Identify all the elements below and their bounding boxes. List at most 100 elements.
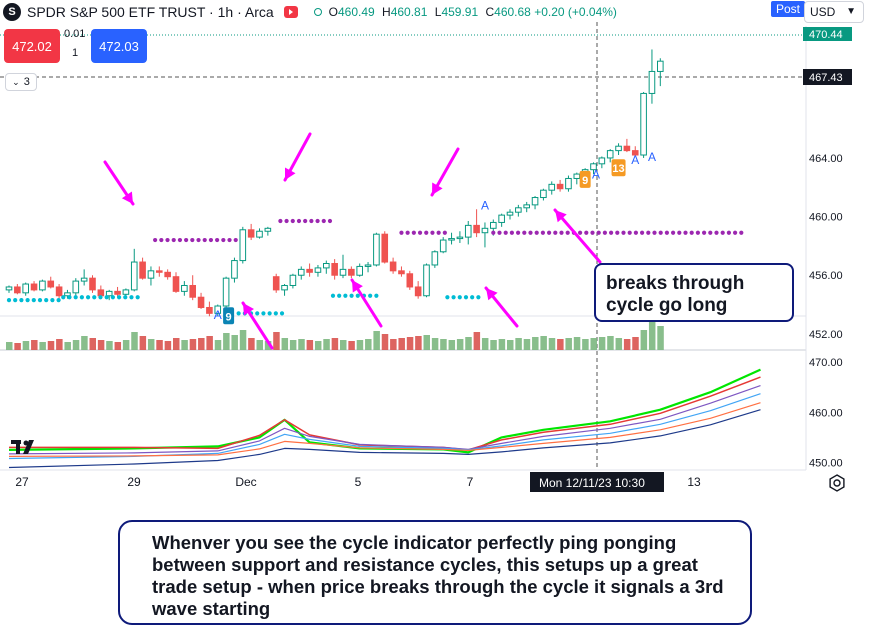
volume-bar	[139, 336, 147, 350]
candle-body	[540, 189, 547, 199]
candle-body	[5, 286, 13, 291]
resistance-dot	[584, 230, 589, 235]
post-market-badge[interactable]: Post	[771, 1, 806, 17]
candle-body	[531, 197, 539, 206]
resistance-dot	[405, 230, 410, 235]
volume-bar	[264, 341, 272, 350]
volume-bar	[173, 338, 180, 350]
candle-body	[114, 290, 121, 295]
low-label: L	[434, 5, 442, 19]
candle-body	[481, 227, 489, 234]
ma-line	[8, 393, 761, 460]
crosshair-price-label: 467.43	[809, 72, 843, 84]
resistance-dot	[430, 230, 435, 235]
resistance-dot	[153, 237, 158, 243]
sell-button[interactable]: 472.02	[4, 29, 60, 63]
market-status-icon[interactable]	[283, 6, 298, 18]
candle-body	[97, 289, 105, 297]
candle-body	[189, 284, 196, 298]
volume-bar	[532, 337, 539, 350]
volume-bar	[106, 341, 113, 350]
candle-body	[289, 274, 297, 286]
volume-bar	[97, 340, 105, 350]
arrow-head	[486, 288, 498, 301]
support-dot	[85, 295, 91, 300]
resistance-dot	[309, 218, 314, 224]
quantity-value[interactable]: 1	[72, 47, 79, 59]
resistance-dot	[559, 230, 564, 235]
crosshair-price-tag	[803, 69, 852, 85]
candle-body	[130, 261, 138, 291]
volume-bar	[582, 339, 589, 350]
resistance-dot	[702, 230, 707, 235]
candle-body	[55, 286, 63, 297]
support-dot	[67, 295, 72, 300]
resistance-dot	[621, 230, 626, 235]
volume-bar	[598, 337, 606, 350]
chart-grid	[0, 22, 806, 471]
candle-body	[648, 70, 656, 94]
volume-bar	[314, 341, 322, 350]
time-tick-label: 5	[355, 475, 362, 489]
support-dot	[56, 298, 61, 303]
volume-bar	[557, 339, 564, 350]
crosshair-time-label: Mon 12/11/23 10:30	[539, 476, 645, 490]
candle-body	[181, 284, 188, 292]
buy-button[interactable]: 472.03	[91, 29, 147, 63]
volume-bar	[465, 337, 472, 350]
signal-count-label: 13	[612, 163, 624, 175]
support-dot	[255, 311, 260, 316]
indicators-toggle-button[interactable]: ⌄ 3	[5, 73, 37, 91]
resistance-dot	[442, 230, 447, 235]
candle-body	[548, 183, 556, 191]
volume-bar	[540, 336, 547, 350]
candle-body	[339, 268, 347, 276]
price-tick-label: 452.00	[809, 329, 843, 341]
symbol-title[interactable]: SPDR S&P 500 ETF TRUST · 1h · Arca	[27, 4, 274, 20]
candle-body	[490, 221, 497, 229]
volume-bar	[31, 340, 38, 350]
resistance-dot	[284, 218, 289, 224]
arrow-shaft	[553, 208, 602, 264]
volume-bar	[456, 339, 464, 350]
signal-count-label: 9	[582, 175, 588, 187]
volume-bar	[64, 342, 71, 350]
volume-bar	[189, 339, 197, 350]
support-dot	[25, 298, 30, 303]
support-dot	[61, 295, 66, 300]
volume-bar	[181, 340, 188, 350]
time-tick-label: 27	[15, 475, 29, 489]
volume-bar	[498, 339, 506, 350]
explanation-note: Whenver you see the cycle indicator perf…	[118, 520, 752, 625]
time-tick-label: 13	[687, 475, 701, 489]
resistance-dot	[683, 230, 688, 235]
candle-body	[64, 292, 71, 297]
volume-bar	[632, 337, 639, 350]
candle-body	[398, 270, 405, 275]
signal-count-box	[579, 170, 591, 188]
settings-icon[interactable]	[828, 474, 846, 492]
arrow-head	[121, 191, 133, 204]
arrow-head	[285, 167, 296, 180]
resistance-dot	[739, 230, 744, 235]
price-chart[interactable]: A 9A9 A 13A A 470.44 467.43 464.00460.00456.…	[0, 0, 874, 500]
volume-bar	[223, 333, 230, 350]
arrow-head	[243, 303, 254, 316]
candle-body	[431, 251, 439, 266]
resistance-dot	[233, 237, 238, 243]
resistance-dot	[534, 230, 539, 235]
currency-select[interactable]: USD ▼	[804, 1, 864, 23]
candle-body	[640, 92, 647, 156]
candle-body	[139, 261, 146, 279]
candle-body	[256, 230, 263, 238]
resistance-dot	[159, 237, 164, 243]
volume-bar	[6, 342, 13, 350]
volume-bar	[415, 336, 422, 350]
candle-body	[615, 145, 622, 152]
resistance-dot	[714, 230, 719, 235]
tradingview-logo[interactable]	[11, 438, 39, 461]
support-dot	[267, 311, 272, 316]
resistance-dot	[208, 237, 214, 243]
high-value: 460.81	[390, 5, 428, 19]
candle-body	[373, 233, 380, 266]
